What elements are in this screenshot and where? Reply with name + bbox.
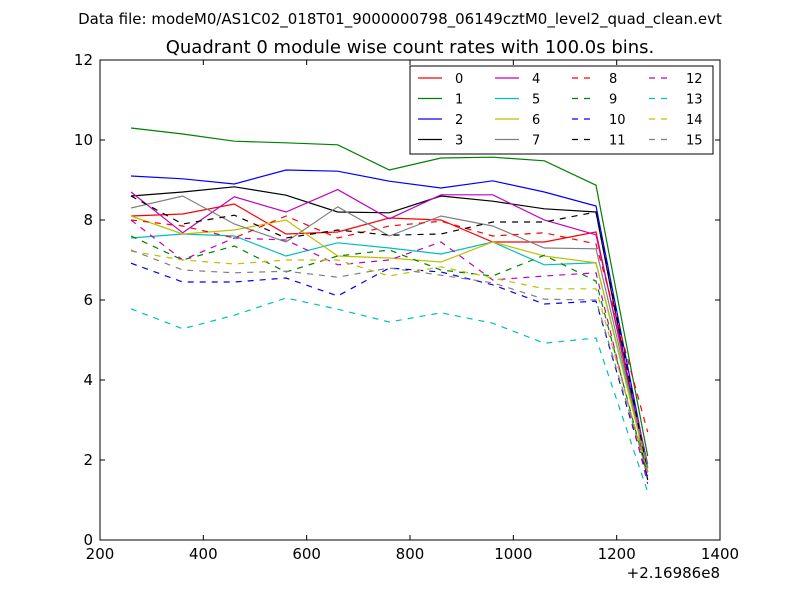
x-axis-offset-label: +2.16986e8: [627, 564, 720, 582]
series-line-8: [130, 215, 649, 433]
legend-label-12: 12: [686, 72, 703, 87]
series-line-9: [130, 235, 649, 477]
series-line-12: [130, 219, 649, 485]
legend-label-1: 1: [455, 93, 463, 108]
chart-suptitle: Data file: modeM0/AS1C02_018T01_90000007…: [78, 10, 722, 29]
series-line-14: [130, 250, 649, 473]
series-line-5: [130, 233, 649, 467]
y-tick-label: 8: [83, 211, 93, 229]
series-line-1: [130, 127, 649, 457]
legend-label-11: 11: [609, 134, 626, 149]
y-tick-label: 2: [83, 451, 93, 469]
y-tick-label: 4: [83, 371, 93, 389]
series-line-3: [130, 186, 649, 481]
legend-label-15: 15: [686, 134, 703, 149]
legend-label-8: 8: [609, 72, 617, 87]
legend-label-0: 0: [455, 72, 463, 87]
chart-title: Quadrant 0 module wise count rates with …: [166, 37, 655, 58]
legend-label-6: 6: [532, 113, 540, 128]
x-tick-label: 400: [189, 545, 218, 563]
legend-label-5: 5: [532, 93, 540, 108]
legend-label-4: 4: [532, 72, 540, 87]
series-line-10: [130, 262, 649, 479]
x-tick-label: 600: [292, 545, 321, 563]
legend-label-10: 10: [609, 113, 626, 128]
series-line-6: [130, 215, 649, 471]
y-tick-label: 10: [74, 131, 93, 149]
series-line-0: [130, 203, 649, 473]
x-tick-label: 200: [86, 545, 115, 563]
series-line-2: [130, 169, 649, 469]
legend-label-2: 2: [455, 113, 463, 128]
y-tick-label: 12: [74, 51, 93, 69]
series-line-11: [130, 195, 649, 473]
series-line-7: [130, 195, 649, 469]
legend-label-7: 7: [532, 134, 540, 149]
legend-label-14: 14: [686, 113, 703, 128]
legend-label-13: 13: [686, 93, 703, 108]
y-tick-label: 6: [83, 291, 93, 309]
plot-area: [130, 127, 649, 493]
legend-label-3: 3: [455, 134, 463, 149]
series-line-15: [130, 249, 649, 475]
y-tick-label: 0: [83, 531, 93, 549]
legend-label-9: 9: [609, 93, 617, 108]
series-line-13: [130, 297, 649, 493]
x-tick-label: 1200: [598, 545, 636, 563]
series-line-4: [130, 188, 649, 465]
x-tick-label: 1000: [494, 545, 532, 563]
x-tick-label: 1400: [701, 545, 739, 563]
x-tick-label: 800: [396, 545, 425, 563]
